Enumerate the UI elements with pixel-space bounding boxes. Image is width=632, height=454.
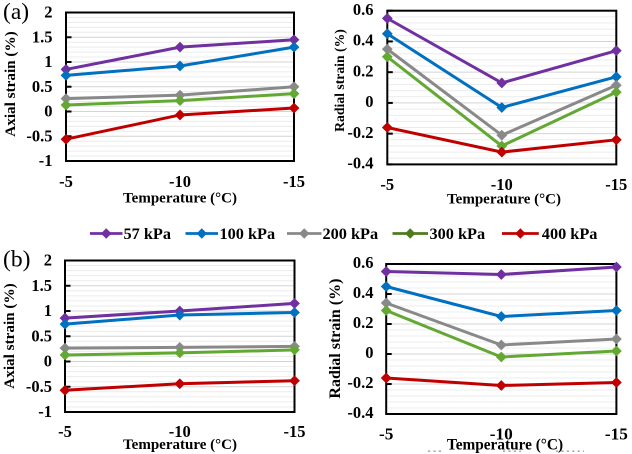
svg-text:-0.5: -0.5 bbox=[26, 126, 52, 145]
svg-text:2: 2 bbox=[44, 251, 52, 270]
svg-text:(a): (a) bbox=[3, 0, 29, 25]
svg-text:0.2: 0.2 bbox=[353, 61, 374, 80]
svg-text:-15: -15 bbox=[284, 422, 306, 441]
svg-text:-1: -1 bbox=[39, 151, 53, 170]
svg-text:-0.5: -0.5 bbox=[26, 377, 52, 396]
svg-text:1: 1 bbox=[44, 301, 52, 320]
svg-text:1: 1 bbox=[44, 52, 52, 71]
svg-text:Temperature (°C): Temperature (°C) bbox=[123, 190, 237, 206]
svg-text:-10: -10 bbox=[490, 424, 513, 443]
svg-text:-15: -15 bbox=[605, 424, 628, 443]
svg-text:-0.4: -0.4 bbox=[347, 403, 373, 422]
svg-text:300 kPa: 300 kPa bbox=[430, 224, 486, 243]
svg-text:Axial strain (%): Axial strain (%) bbox=[1, 283, 18, 388]
svg-text:-5: -5 bbox=[379, 424, 393, 443]
svg-text:-10: -10 bbox=[169, 172, 191, 191]
svg-text:Radial strain (%): Radial strain (%) bbox=[332, 29, 348, 132]
svg-text:-1: -1 bbox=[38, 402, 52, 421]
svg-text:-5: -5 bbox=[380, 175, 394, 194]
svg-text:0.6: 0.6 bbox=[353, 0, 374, 19]
svg-text:0.5: 0.5 bbox=[32, 77, 53, 96]
svg-text:-0.2: -0.2 bbox=[347, 123, 373, 142]
svg-text:(b): (b) bbox=[3, 246, 30, 272]
svg-text:0.6: 0.6 bbox=[353, 253, 374, 272]
svg-text:Temperature (°C): Temperature (°C) bbox=[447, 191, 561, 207]
svg-text:-15: -15 bbox=[283, 172, 305, 191]
svg-text:Temperature (°C): Temperature (°C) bbox=[123, 437, 237, 453]
svg-text:-10: -10 bbox=[169, 422, 191, 441]
svg-text:0.4: 0.4 bbox=[353, 283, 374, 302]
svg-text:-5: -5 bbox=[59, 172, 73, 191]
svg-text:Axial strain (%): Axial strain (%) bbox=[2, 31, 19, 136]
svg-text:Temperature (°C): Temperature (°C) bbox=[447, 437, 563, 454]
svg-text:0: 0 bbox=[44, 352, 52, 371]
svg-text:-10: -10 bbox=[491, 175, 513, 194]
svg-text:1.5: 1.5 bbox=[31, 276, 52, 295]
svg-text:0.2: 0.2 bbox=[353, 313, 374, 332]
svg-text:0: 0 bbox=[365, 92, 373, 111]
svg-text:400 kPa: 400 kPa bbox=[542, 224, 598, 243]
svg-text:1.5: 1.5 bbox=[32, 28, 53, 47]
svg-text:200 kPa: 200 kPa bbox=[323, 224, 379, 243]
svg-text:-0.2: -0.2 bbox=[347, 373, 373, 392]
svg-text:0: 0 bbox=[44, 102, 52, 121]
svg-text:-5: -5 bbox=[58, 422, 72, 441]
svg-text:0.4: 0.4 bbox=[353, 31, 374, 50]
svg-text:57 kPa: 57 kPa bbox=[124, 224, 172, 243]
svg-text:2: 2 bbox=[44, 3, 52, 22]
svg-text:Radial strain (%): Radial strain (%) bbox=[327, 279, 344, 399]
svg-text:-0.4: -0.4 bbox=[347, 154, 373, 173]
svg-text:100 kPa: 100 kPa bbox=[220, 224, 276, 243]
svg-text:0.5: 0.5 bbox=[31, 326, 52, 345]
svg-text:-15: -15 bbox=[605, 175, 627, 194]
svg-text:0: 0 bbox=[365, 343, 373, 362]
